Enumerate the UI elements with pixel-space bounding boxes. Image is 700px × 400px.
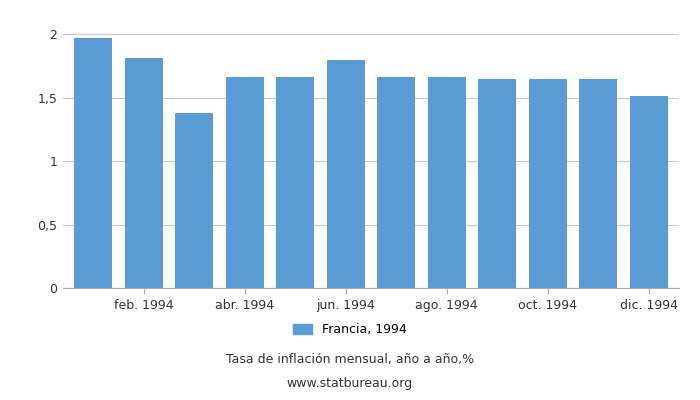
Bar [74,38,112,288]
Bar [630,96,668,288]
Bar [327,60,365,288]
Bar [478,79,516,288]
Bar [428,78,466,288]
Text: www.statbureau.org: www.statbureau.org [287,378,413,390]
Bar [125,58,162,288]
Bar [580,79,617,288]
Legend: Francia, 1994: Francia, 1994 [288,318,412,341]
Bar [226,78,264,288]
Bar [276,78,314,288]
Bar [175,113,214,288]
Bar [377,78,415,288]
Text: Tasa de inflación mensual, año a año,%: Tasa de inflación mensual, año a año,% [226,354,474,366]
Bar [528,79,567,288]
